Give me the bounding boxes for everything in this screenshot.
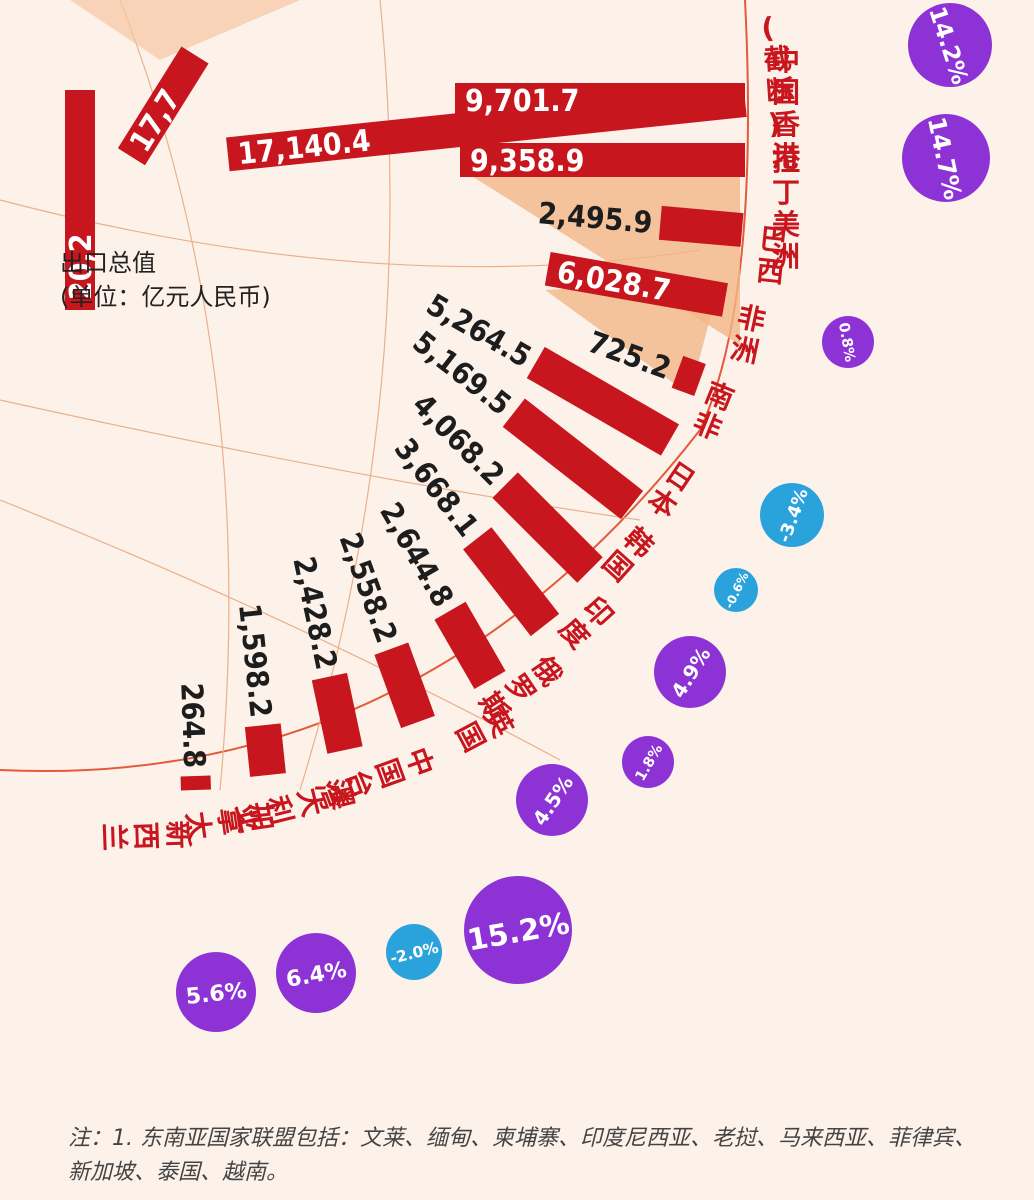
bar (502, 398, 644, 520)
bar (374, 642, 435, 729)
bar (65, 90, 95, 310)
category-label: 巴西 (755, 222, 790, 290)
badge-text: 0.8% (835, 321, 858, 363)
growth-badge: 1.8% (622, 736, 674, 788)
category-label: 非洲 (728, 300, 769, 369)
badge-circle (902, 114, 990, 202)
bar-group: 9,358.9 (460, 143, 745, 179)
badge-circle (714, 568, 758, 612)
growth-badge: 5.6% (176, 952, 256, 1032)
bar (434, 601, 506, 689)
bar-value-label: 20,2 (64, 233, 99, 300)
category-char: 洲 (728, 331, 762, 369)
bar-group: 9,701.7 (455, 83, 745, 119)
badge-circle (760, 483, 824, 547)
category-char: 截 (763, 42, 793, 77)
bar (463, 527, 560, 637)
growth-badge: -2.0% (386, 924, 442, 980)
legend-label: 出口总值 (单位：亿元人民币) (60, 246, 271, 314)
badge-circle (176, 952, 256, 1032)
bar (526, 346, 679, 456)
growth-badge: 4.5% (516, 764, 588, 836)
globe-parallel-2 (0, 399, 641, 521)
legend-unit: (单位：亿元人民币) (60, 283, 271, 311)
bars-layer: 20,217,7 17,140.49,701.79,358.92,495.96,0… (64, 11, 801, 851)
growth-badge: 14.2% (908, 3, 992, 88)
bar-value-label: 9,358.9 (470, 144, 584, 179)
badge-circle (386, 924, 442, 980)
badges-layer: 14.2% 14.7% 0.8% -3.4%-0.6% 4.9% 1.8% 4.5% 15.2… (176, 3, 992, 1032)
badge-circle (908, 3, 992, 87)
bar (544, 252, 728, 317)
category-char: ( (760, 11, 775, 45)
category-char: 洲 (772, 240, 800, 273)
category-char: 美 (772, 208, 800, 241)
growth-badge: 14.7% (902, 114, 990, 202)
category-char: 非 (734, 300, 768, 338)
category-label: 韩国 (596, 521, 660, 588)
bar-value-label: 9,701.7 (465, 84, 579, 119)
growth-badge: -0.6% (714, 568, 758, 612)
badge-circle (654, 636, 726, 708)
category-char: 中 (772, 44, 800, 77)
category-char: 大 (180, 809, 217, 841)
radial-export-chart: 20,217,7 17,140.49,701.79,358.92,495.96,0… (0, 0, 992, 1032)
badge-circle (822, 316, 874, 368)
bar-value-label: 264.8 (173, 682, 211, 769)
legend-title: 出口总值 (60, 249, 156, 277)
bar (492, 472, 603, 583)
category-label: 加拿大 (180, 801, 280, 842)
category-char: 西 (129, 821, 163, 850)
growth-badge: 15.2% (464, 876, 572, 984)
growth-badge: 4.9% (654, 636, 726, 708)
bar-group: 1,598.2 (231, 602, 286, 777)
bar (180, 775, 211, 791)
category-char: 断 (765, 74, 795, 109)
bar (455, 83, 745, 117)
badge-circle (464, 876, 572, 984)
category-char: 拿 (212, 805, 249, 838)
category-label: 印度 (553, 591, 620, 655)
category-char: 香 (772, 108, 800, 141)
globe-outline (0, 0, 749, 772)
growth-badge: 6.4% (276, 933, 356, 1013)
bar (671, 355, 706, 396)
bar (658, 205, 744, 247)
category-char: 拉 (772, 144, 800, 177)
category-char: 加 (243, 801, 280, 833)
category-char: 港 (772, 140, 801, 173)
wedge-africa (545, 280, 720, 395)
growth-badge: 0.8% (822, 316, 874, 368)
category-char: ) (767, 107, 782, 141)
globe-meridian-1 (0, 499, 561, 761)
category-char: 兰 (97, 822, 131, 851)
bar (311, 672, 363, 754)
category-label: (截断) (760, 11, 795, 141)
footnote: 注：1. 东南亚国家联盟包括：文莱、缅甸、柬埔寨、印度尼西亚、老挝、马来西亚、菲… (68, 1126, 976, 1185)
bar (244, 723, 286, 777)
badge-circle (516, 764, 588, 836)
category-char: 巴 (758, 222, 789, 258)
bar-value-label: 17,140.4 (236, 123, 372, 172)
category-char: 新 (161, 820, 195, 849)
category-char: 国 (772, 76, 800, 109)
badge-circle (622, 736, 674, 788)
bar (117, 46, 209, 166)
bar-value-label: 2,428.2 (285, 554, 343, 673)
category-label: 新西兰 (97, 820, 195, 851)
category-char: 西 (755, 254, 786, 290)
bar-group: 20,2 (64, 90, 99, 310)
bar (460, 143, 745, 177)
badge-circle (276, 933, 356, 1013)
category-char: 丁 (772, 176, 800, 209)
bar-value-label: 1,598.2 (231, 602, 278, 719)
wedge-hk (70, 0, 300, 60)
bar-group: 264.8 (173, 682, 211, 791)
growth-badge: -3.4% (760, 483, 824, 547)
bar-group: 17,7 (117, 46, 209, 166)
bar-group: 2,495.9 (537, 196, 744, 247)
